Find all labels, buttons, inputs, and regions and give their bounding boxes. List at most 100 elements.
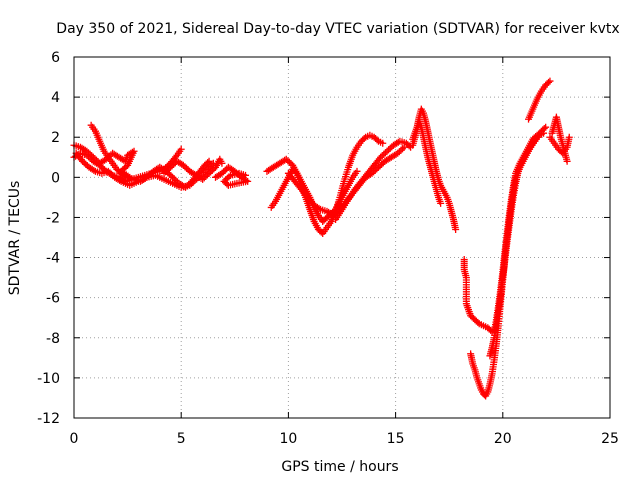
data-point	[242, 171, 250, 179]
data-point	[380, 150, 388, 158]
data-point	[91, 155, 99, 163]
data-point	[452, 225, 460, 233]
data-point	[218, 169, 226, 177]
y-tick-label: -6	[46, 291, 60, 307]
y-tick-label: 0	[51, 170, 60, 186]
data-point	[383, 147, 391, 155]
data-point	[397, 146, 405, 154]
x-tick-label: 15	[387, 431, 405, 447]
data-point	[177, 145, 185, 153]
data-point	[225, 173, 233, 181]
data-point	[108, 170, 116, 178]
y-axis-label: SDTVAR / TECUs	[7, 181, 23, 296]
data-point	[116, 176, 124, 184]
data-point	[199, 175, 207, 183]
data-point	[474, 318, 482, 326]
data-point	[394, 149, 402, 157]
data-point	[210, 165, 218, 173]
data-point	[82, 160, 90, 168]
data-point	[170, 160, 178, 168]
data-point	[105, 152, 113, 160]
data-point	[204, 159, 212, 167]
data-point	[220, 168, 228, 176]
x-tick-label: 10	[279, 431, 297, 447]
data-point	[79, 157, 87, 165]
data-point	[183, 164, 191, 172]
data-series	[70, 77, 573, 400]
data-point	[533, 131, 541, 139]
data-point	[282, 155, 290, 163]
data-point	[376, 162, 384, 170]
data-point	[160, 169, 168, 177]
data-point	[88, 152, 96, 160]
data-point	[202, 172, 210, 180]
y-tick-label: 2	[51, 130, 60, 146]
data-point	[181, 163, 189, 171]
x-axis-ticks: 0 5 10 15 20 25	[70, 57, 619, 447]
data-point	[86, 150, 94, 158]
data-point	[102, 155, 110, 163]
plot-frame	[73, 56, 611, 419]
data-point	[208, 166, 216, 174]
data-point	[168, 162, 176, 170]
data-point	[90, 166, 98, 174]
data-point	[169, 173, 177, 181]
data-point	[545, 78, 553, 86]
x-tick-label: 25	[601, 431, 619, 447]
y-axis-ticks: -12 -10 -8 -6 -4 -2 0 2 4 6	[37, 50, 610, 427]
y-tick-label: -4	[46, 251, 60, 267]
data-point	[163, 166, 171, 174]
data-point	[106, 169, 114, 177]
grid	[74, 57, 610, 418]
data-point	[93, 156, 101, 164]
data-point	[353, 167, 361, 175]
x-tick-label: 5	[177, 431, 186, 447]
data-point	[284, 157, 292, 165]
y-tick-label: -12	[37, 411, 60, 427]
data-point	[205, 169, 213, 177]
data-point	[315, 204, 323, 212]
y-tick-label: -2	[46, 210, 60, 226]
data-point	[126, 173, 134, 181]
data-point	[379, 139, 387, 147]
data-point	[565, 133, 573, 141]
data-point	[84, 149, 92, 157]
data-point	[167, 172, 175, 180]
y-tick-label: 6	[51, 50, 60, 66]
data-point	[385, 146, 393, 154]
data-point	[223, 174, 231, 182]
data-point	[399, 145, 407, 153]
data-point	[172, 153, 180, 161]
data-point	[540, 125, 548, 133]
data-point	[162, 168, 170, 176]
data-point	[104, 154, 112, 162]
chart-title: Day 350 of 2021, Sidereal Day-to-day VTE…	[56, 21, 619, 37]
data-point	[104, 167, 112, 175]
data-point	[378, 160, 386, 168]
data-point	[373, 136, 381, 144]
data-point	[89, 153, 97, 161]
data-point	[166, 163, 174, 171]
data-point	[165, 165, 173, 173]
data-point	[200, 174, 208, 182]
data-point	[381, 149, 389, 157]
data-point	[83, 147, 91, 155]
data-point	[80, 159, 88, 167]
data-point	[546, 77, 554, 85]
data-point	[179, 161, 187, 169]
data-point	[542, 123, 550, 131]
data-point	[287, 160, 295, 168]
data-point	[378, 152, 386, 160]
data-point	[386, 144, 394, 152]
data-point	[99, 164, 107, 172]
y-tick-label: -10	[37, 371, 60, 387]
data-point	[221, 166, 229, 174]
data-point	[207, 168, 215, 176]
data-point	[540, 129, 548, 137]
data-point	[203, 171, 211, 179]
data-point	[377, 153, 385, 161]
y-tick-label: -8	[46, 331, 60, 347]
data-point	[285, 158, 293, 166]
data-point	[122, 163, 130, 171]
